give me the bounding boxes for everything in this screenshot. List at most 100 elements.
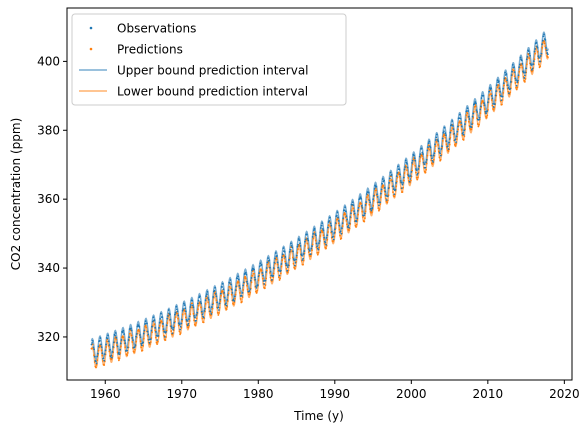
- prediction-point: [435, 140, 438, 143]
- observation-point: [515, 79, 517, 82]
- y-tick-label: 340: [37, 261, 60, 275]
- observation-point: [454, 138, 457, 141]
- observation-point: [450, 124, 453, 126]
- observation-point: [208, 306, 211, 309]
- observation-point: [190, 304, 192, 306]
- observation-point: [457, 125, 459, 128]
- observation-point: [116, 345, 119, 348]
- observation-point: [436, 133, 438, 136]
- observation-point: [267, 257, 269, 259]
- prediction-point: [513, 69, 515, 72]
- observation-point: [101, 352, 104, 355]
- observation-point: [545, 47, 547, 49]
- prediction-point: [323, 238, 326, 241]
- observation-point: [359, 196, 362, 199]
- observation-point: [105, 343, 108, 346]
- observation-point: [532, 60, 535, 63]
- observation-point: [539, 55, 542, 57]
- observation-point: [156, 339, 159, 341]
- observation-point: [230, 283, 232, 286]
- prediction-point: [372, 204, 375, 207]
- observation-point: [163, 335, 166, 338]
- prediction-point: [450, 129, 452, 132]
- prediction-point: [313, 231, 316, 234]
- prediction-point: [276, 258, 278, 261]
- observation-point: [245, 273, 248, 276]
- observation-point: [111, 351, 114, 353]
- observation-point: [152, 316, 155, 319]
- observation-point: [311, 245, 313, 248]
- observation-point: [284, 262, 287, 265]
- observation-point: [189, 306, 192, 308]
- prediction-point: [422, 157, 424, 160]
- prediction-point: [375, 189, 378, 192]
- prediction-point: [521, 66, 524, 69]
- prediction-point: [507, 90, 510, 93]
- prediction-point: [140, 346, 143, 349]
- prediction-point: [380, 190, 383, 193]
- observation-point: [509, 87, 512, 90]
- legend-label-observations: Observations: [117, 22, 196, 36]
- observation-point: [460, 122, 463, 124]
- prediction-point: [155, 341, 158, 344]
- prediction-point: [425, 162, 428, 165]
- observation-point: [530, 64, 533, 66]
- observation-point: [221, 282, 224, 285]
- prediction-point: [425, 168, 427, 171]
- prediction-point: [277, 276, 280, 279]
- prediction-point: [377, 207, 380, 209]
- prediction-point: [478, 123, 480, 126]
- prediction-point: [346, 223, 348, 226]
- observation-point: [291, 250, 294, 253]
- observation-point: [325, 237, 328, 239]
- prediction-point: [386, 201, 389, 204]
- observation-point: [500, 99, 503, 102]
- prediction-point: [241, 300, 243, 303]
- observation-point: [246, 282, 249, 285]
- observation-point: [242, 284, 245, 287]
- observation-point: [210, 313, 213, 315]
- prediction-point: [285, 267, 288, 270]
- observation-point: [175, 305, 178, 308]
- y-tick-label: 320: [37, 330, 60, 344]
- observation-point: [415, 169, 418, 172]
- prediction-point: [388, 179, 391, 182]
- observation-point: [334, 228, 336, 231]
- observation-point: [326, 234, 329, 237]
- legend-label-predictions: Predictions: [117, 43, 183, 57]
- observation-point: [341, 227, 343, 229]
- observation-point: [237, 278, 240, 281]
- observation-point: [437, 140, 440, 143]
- prediction-point: [262, 277, 264, 280]
- observation-point: [430, 154, 433, 157]
- prediction-point: [187, 326, 190, 329]
- observation-point: [285, 264, 288, 267]
- prediction-point: [340, 237, 343, 240]
- prediction-point: [161, 325, 164, 328]
- observation-point: [462, 131, 464, 134]
- observation-point: [174, 311, 177, 314]
- prediction-point: [544, 45, 547, 48]
- prediction-point: [541, 46, 544, 49]
- observation-point: [146, 322, 148, 325]
- prediction-point: [401, 191, 404, 193]
- observation-point: [379, 201, 382, 204]
- observation-point: [486, 110, 489, 112]
- observation-point: [330, 224, 333, 227]
- observation-point: [368, 199, 371, 202]
- observation-point: [107, 340, 110, 343]
- observation-point: [443, 126, 446, 129]
- observation-point: [525, 58, 528, 61]
- observation-point: [117, 351, 120, 354]
- observation-point: [440, 148, 443, 150]
- observation-point: [219, 292, 222, 295]
- prediction-point: [392, 191, 394, 194]
- observation-point: [198, 295, 201, 298]
- observation-point: [483, 104, 486, 107]
- observation-point: [104, 349, 107, 352]
- prediction-point: [234, 293, 237, 296]
- observation-point: [365, 201, 368, 203]
- prediction-point: [474, 105, 477, 108]
- observation-point: [529, 54, 531, 57]
